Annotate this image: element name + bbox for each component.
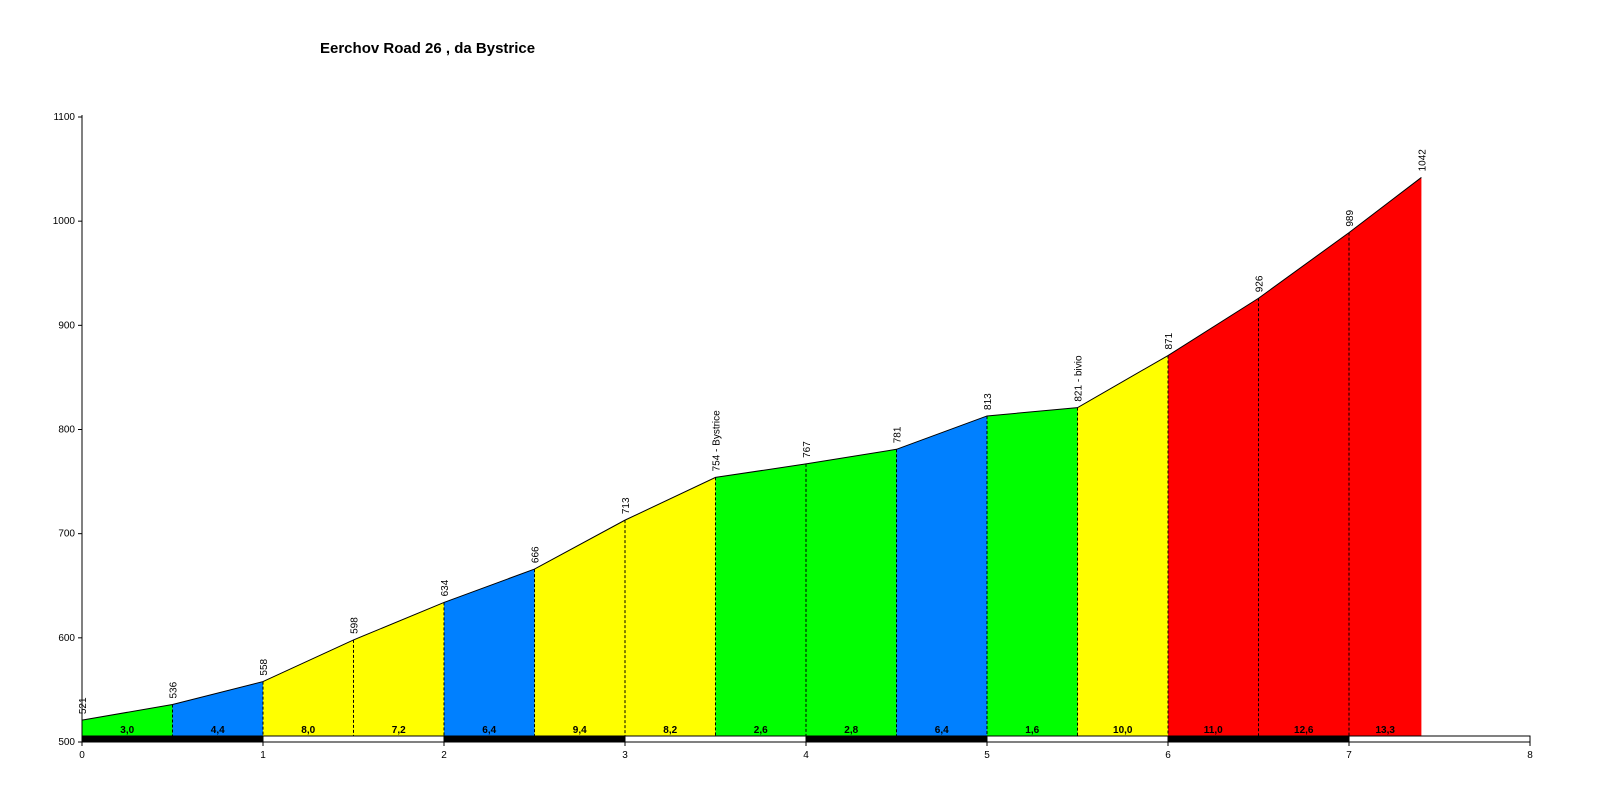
gradient-segment [1258,232,1349,736]
distance-bar-km [1167,735,1350,743]
grade-label: 8,0 [301,725,315,736]
y-tick-label: 1100 [53,112,75,123]
grade-label: 10,0 [1113,725,1133,736]
grade-label: 7,2 [392,725,406,736]
gradient-segment [1077,355,1168,736]
profile-line [81,177,1422,721]
x-tick-label: 5 [984,750,990,761]
elevation-label: 813 [983,393,994,410]
y-tick-label: 700 [58,529,75,540]
elevation-label: 634 [440,579,451,596]
y-tick-label: 900 [58,320,75,331]
segment-dividers [172,232,1350,736]
distance-bar-km [805,735,988,743]
gradient-segment [1349,177,1422,736]
grade-label: 1,6 [1025,725,1039,736]
gradient-segment [353,602,444,736]
distance-scale-bar [81,735,1531,743]
elevation-label: 871 [1164,332,1175,349]
grade-label: 2,6 [754,725,768,736]
elevation-label: 1042 [1417,149,1428,172]
gradient-segment [896,415,987,736]
grade-label: 9,4 [573,725,587,736]
elevation-label: 781 [893,426,904,443]
elevation-label: 521 [78,697,89,714]
x-tick-label: 3 [622,750,628,761]
elevation-label: 821 - bivio [1074,355,1085,402]
gradient-segment [172,681,263,736]
distance-bar-km [986,735,1169,743]
y-tick-label: 1000 [53,216,76,227]
x-tick-label: 6 [1165,750,1171,761]
elevation-label: 926 [1255,275,1266,292]
distance-bar-km [81,735,264,743]
gradient-segment [625,477,716,736]
gradient-segment [82,704,173,736]
y-tick-label: 600 [58,633,75,644]
x-tick-label: 1 [260,750,266,761]
point-labels: 521 536 558 598 634 666 713 754 - Bystrice 767 78… [78,149,1428,714]
gradient-segment [444,569,535,736]
elevation-label: 713 [621,497,632,514]
segments-layer [82,177,1422,736]
elevation-label: 989 [1345,210,1356,227]
grade-labels: 3,0 4,4 8,0 7,2 6,4 9,4 8,2 2,6 2,8 6,4 1,6 10,0 11,… [120,725,1395,736]
elevation-label: 598 [350,617,361,634]
distance-bar-km [1348,735,1531,743]
gradient-segment [987,407,1078,736]
gradient-segment [806,449,897,736]
grade-label: 13,3 [1375,725,1395,736]
elevation-label: 536 [169,681,180,698]
elevation-label: 767 [802,441,813,458]
x-tick-label: 8 [1527,750,1533,761]
grade-label: 6,4 [482,725,496,736]
grade-label: 8,2 [663,725,677,736]
grade-label: 11,0 [1204,725,1223,736]
grade-label: 12,6 [1294,725,1314,736]
gradient-segment [534,520,625,736]
elevation-label: 558 [259,658,270,675]
elevation-label: 754 - Bystrice [712,410,723,472]
distance-bar-km [624,735,807,743]
y-tick-label: 800 [58,425,75,436]
x-tick-label: 7 [1346,750,1352,761]
distance-bar-km [443,735,626,743]
x-tick-label: 4 [803,750,809,761]
grade-label: 3,0 [120,725,134,736]
distance-bar-km [262,735,445,743]
gradient-segment [715,463,806,736]
grade-label: 6,4 [935,725,949,736]
x-tick-label: 2 [441,750,447,761]
axes: 500 600 700 800 900 1000 1100 0 1 2 3 4 5 6 7 8 [53,112,1533,761]
grade-label: 4,4 [211,725,225,736]
elevation-label: 666 [531,546,542,563]
gradient-segment [263,639,354,736]
chart-title: Eerchov Road 26 , da Bystrice [320,40,535,57]
grade-label: 2,8 [844,725,858,736]
x-tick-label: 0 [79,750,85,761]
y-tick-label: 500 [58,737,75,748]
gradient-segment [1168,298,1259,736]
